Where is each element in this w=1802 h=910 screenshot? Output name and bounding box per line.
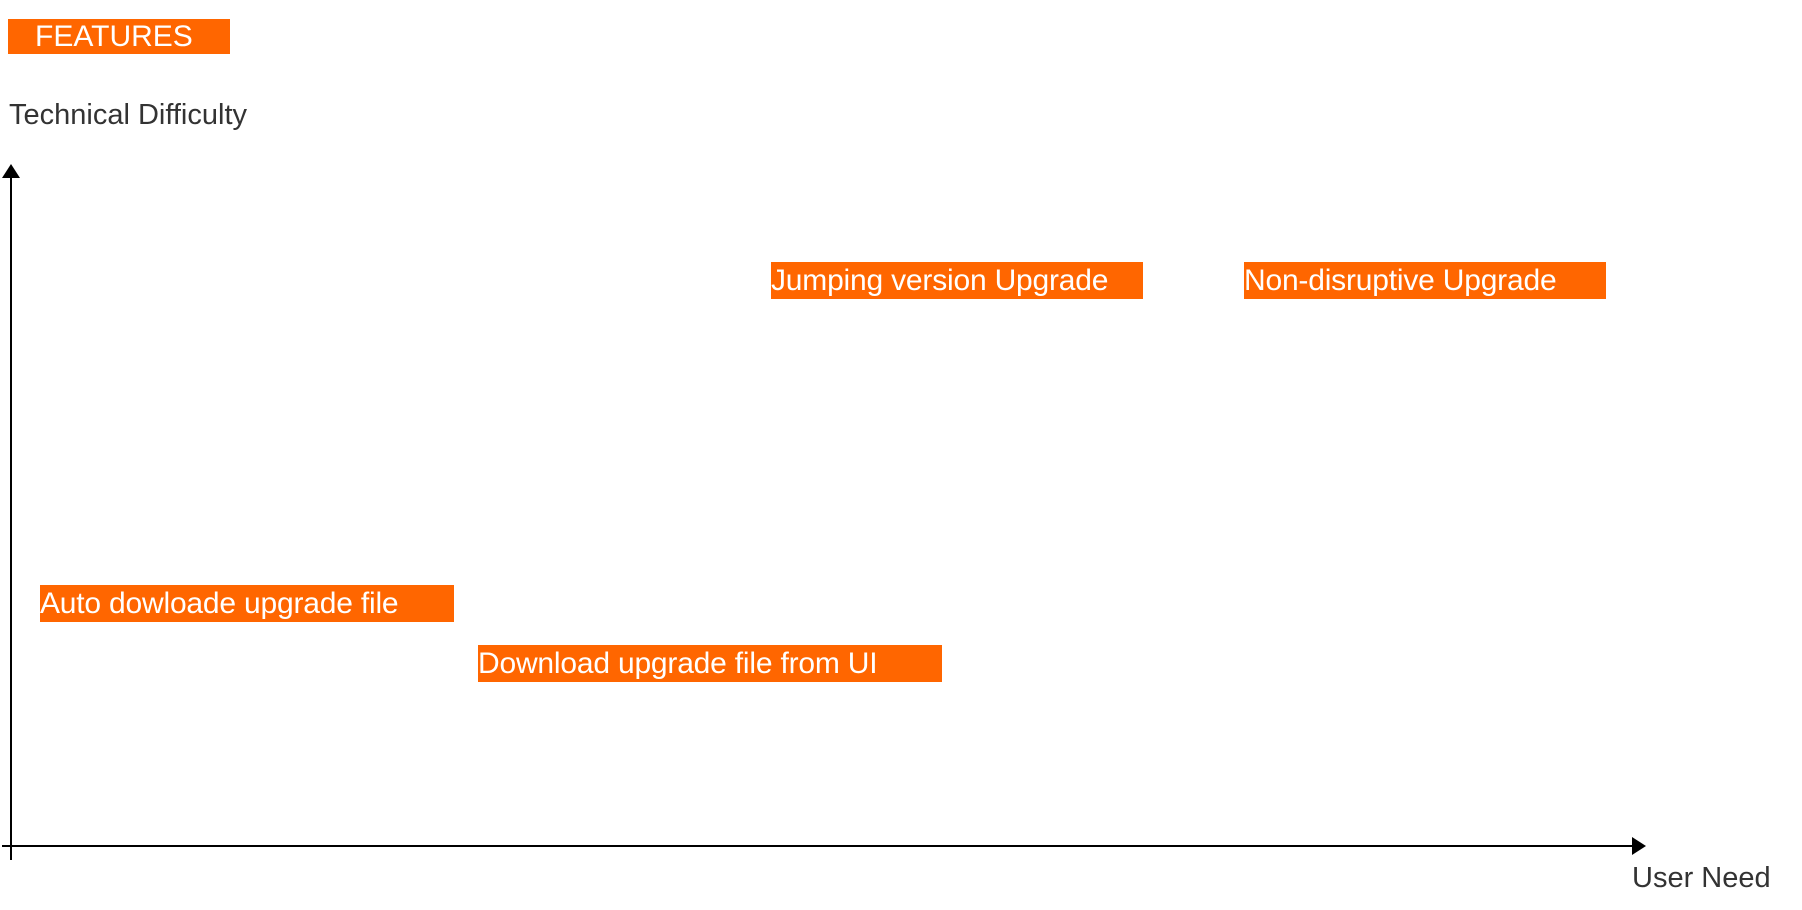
- feature-non-disruptive-upgrade: Non-disruptive Upgrade: [1244, 262, 1606, 299]
- x-axis-arrowhead: [1632, 837, 1646, 855]
- x-axis-label: User Need: [1632, 862, 1771, 894]
- y-axis-arrowhead: [2, 164, 20, 178]
- features-title-tag: FEATURES: [8, 19, 230, 54]
- feature-download-from-ui: Download upgrade file from UI: [478, 645, 942, 682]
- y-axis-label: Technical Difficulty: [9, 99, 248, 131]
- feature-auto-download: Auto dowloade upgrade file: [40, 585, 454, 622]
- feature-jumping-version-upgrade: Jumping version Upgrade: [771, 262, 1143, 299]
